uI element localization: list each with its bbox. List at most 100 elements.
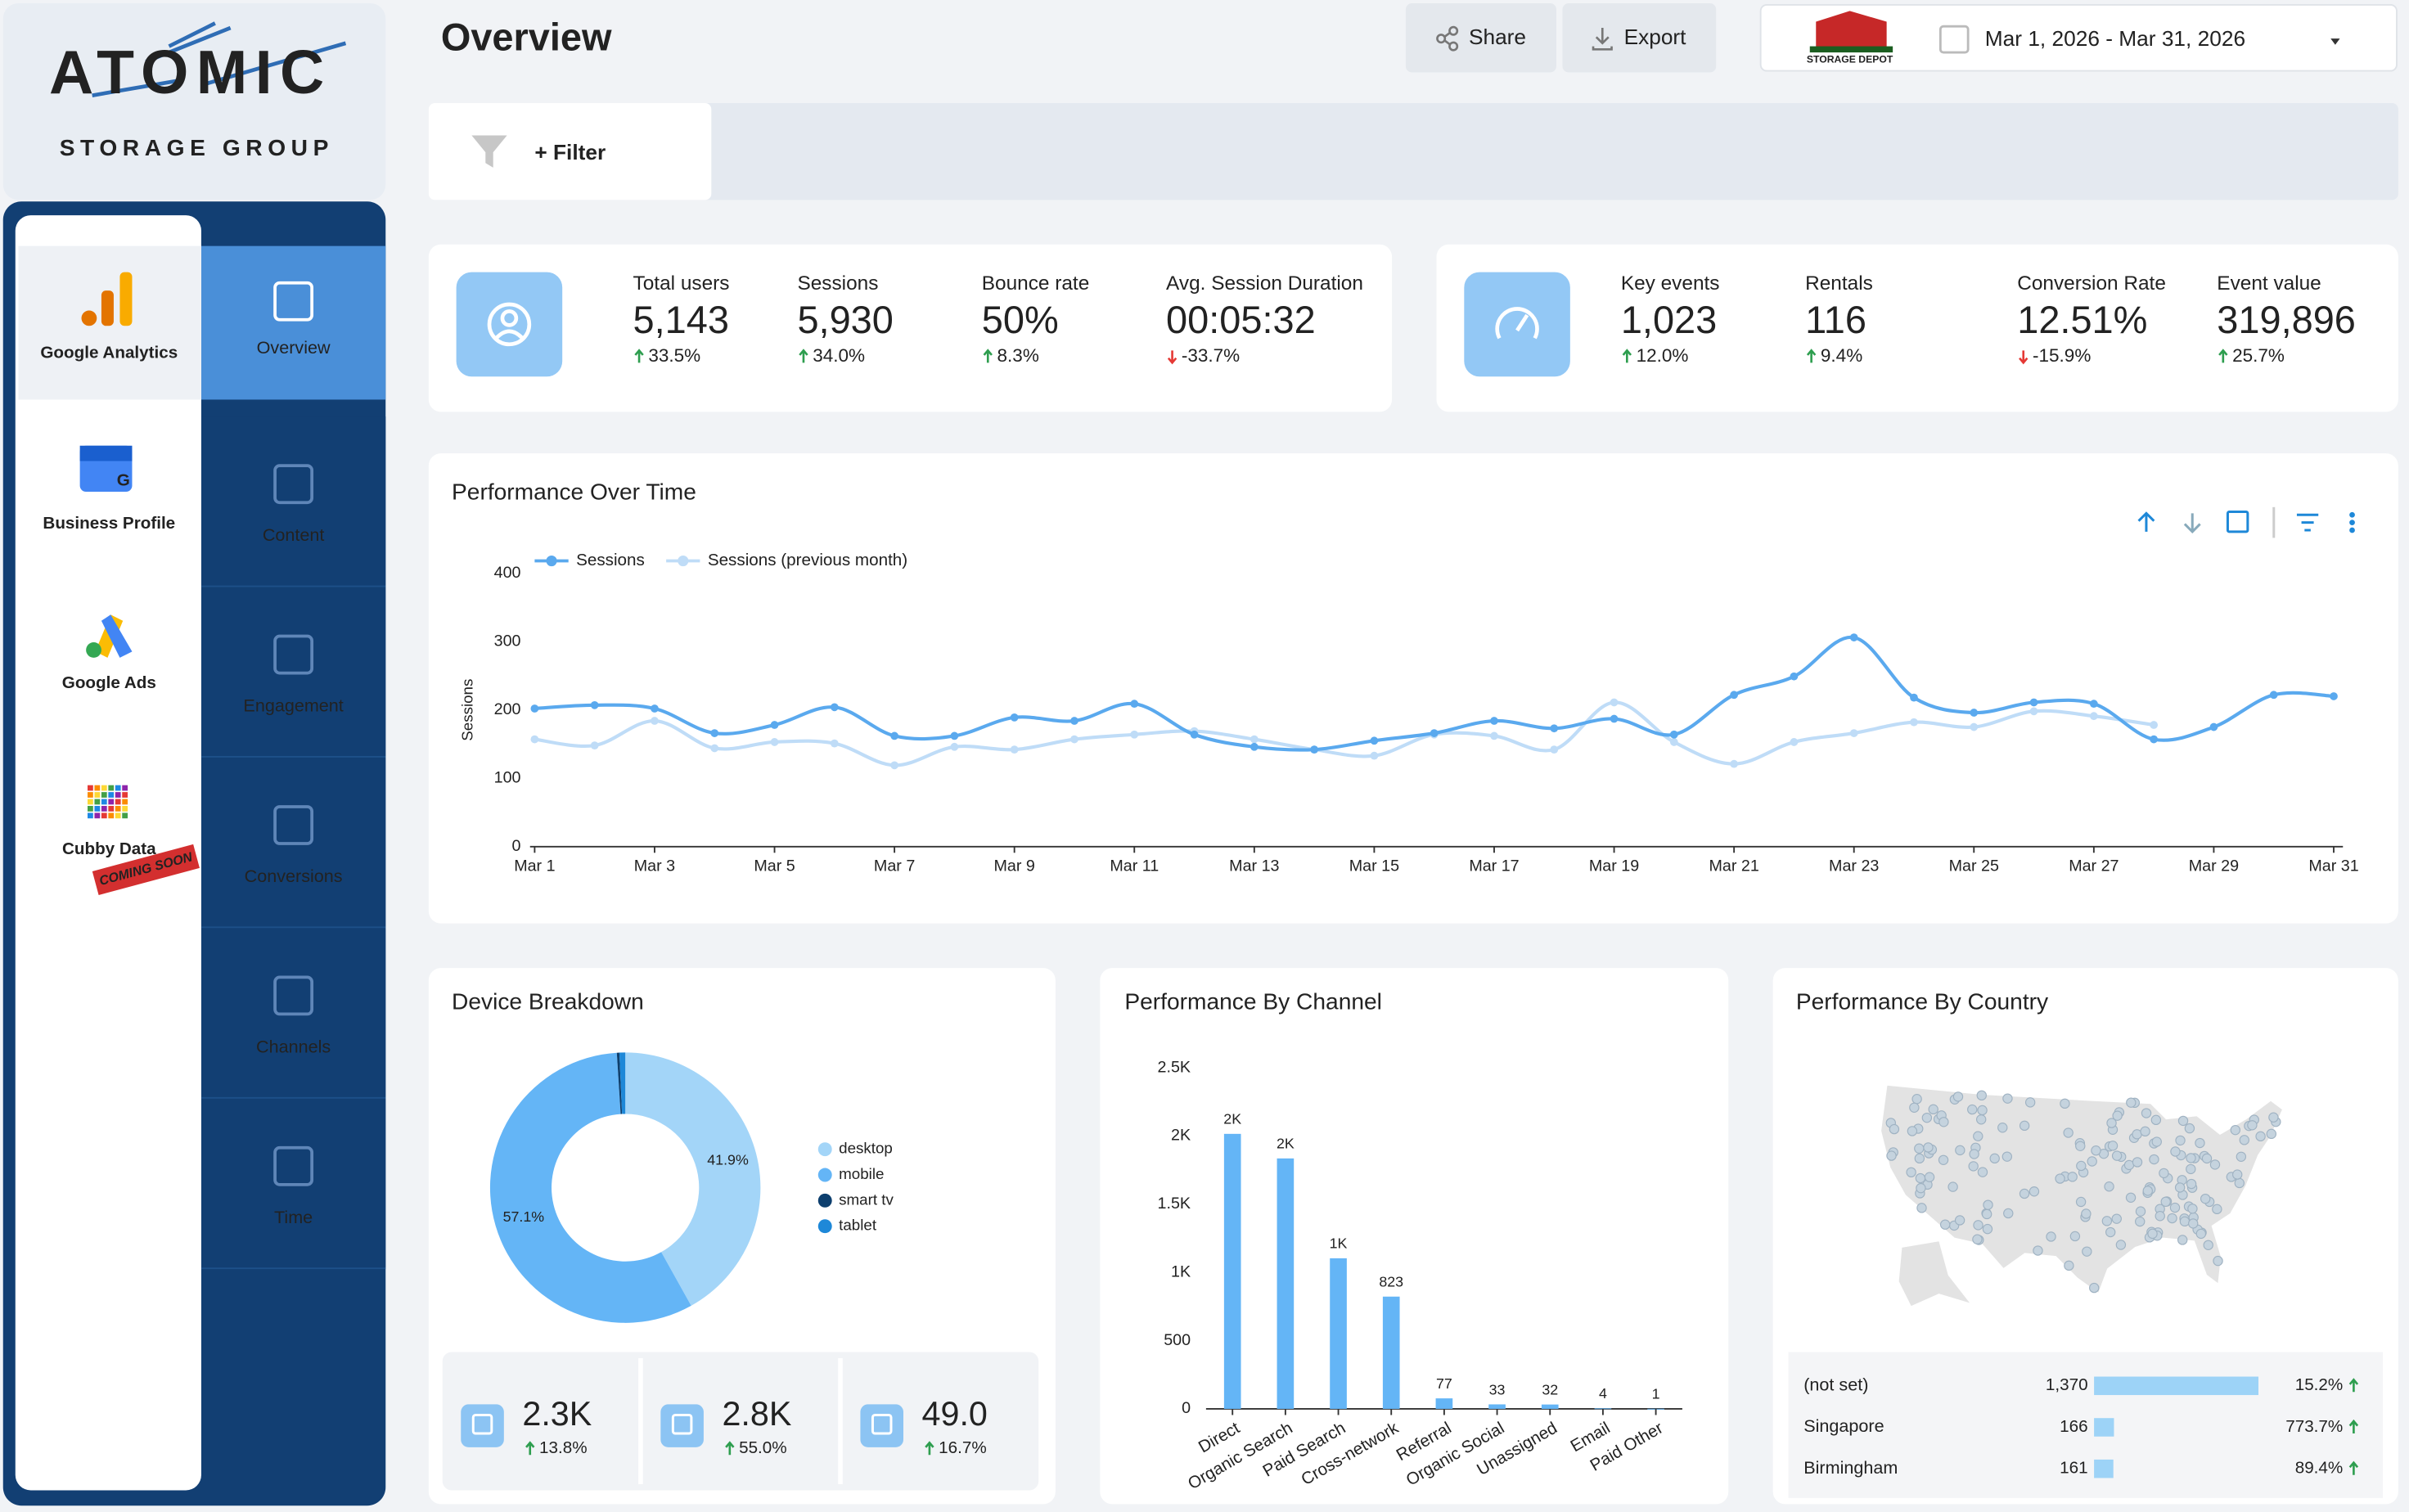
- series-point: [1190, 730, 1199, 739]
- map-dot: [2174, 1182, 2186, 1193]
- y-tick-label: 1K: [1171, 1262, 1191, 1280]
- client-logo: [1816, 11, 1887, 50]
- series-point: [1790, 738, 1799, 746]
- brand: ATOMIC: [49, 38, 332, 106]
- series-point: [1130, 700, 1139, 709]
- row-bar: [2094, 1376, 2258, 1396]
- map-dot: [1972, 1234, 1983, 1244]
- series-point: [2269, 691, 2278, 700]
- map-dot: [1911, 1094, 1922, 1105]
- nav-label: Overview: [257, 337, 331, 358]
- bar: [1488, 1404, 1506, 1409]
- map-dot: [2112, 1110, 2123, 1121]
- arrow-down: [2019, 350, 2029, 365]
- device-icon-glyph: [471, 1413, 493, 1435]
- kpi-value: 319,896: [2217, 299, 2356, 341]
- series-point: [1310, 745, 1319, 754]
- filter-button[interactable]: [428, 103, 712, 200]
- series-point: [1790, 672, 1799, 681]
- kpi-change: 33.5%: [648, 345, 700, 366]
- icon-business: G: [79, 445, 133, 493]
- source-label: Google Analytics: [40, 344, 178, 362]
- map-dots: [1885, 1090, 2281, 1294]
- kpi-change: 25.7%: [2232, 345, 2285, 366]
- series-point: [2029, 698, 2038, 707]
- date-box[interactable]: [1759, 3, 2398, 72]
- map-dot: [1967, 1104, 1978, 1115]
- map-dot: [2239, 1135, 2249, 1145]
- legend-dot: [678, 555, 689, 567]
- cubby-cell: [94, 806, 101, 812]
- arrow-up: [2218, 349, 2228, 363]
- series-point: [1849, 729, 1858, 737]
- user-icon: [487, 302, 532, 347]
- kpi-change: 9.4%: [1821, 345, 1862, 366]
- map-dot: [2001, 1151, 2013, 1162]
- cubby-cell: [88, 799, 93, 805]
- map-dot: [1938, 1154, 1949, 1165]
- series-point: [590, 700, 599, 709]
- export-button[interactable]: [1562, 3, 1717, 73]
- kpi-value: 5,143: [633, 299, 729, 341]
- map-dot: [1968, 1161, 1979, 1172]
- map-dot: [1914, 1153, 1925, 1164]
- x-tick-label: Mar 11: [1110, 857, 1159, 875]
- kpi-label: Key events: [1621, 272, 1720, 295]
- map-dot: [1983, 1199, 1993, 1210]
- map-dot: [1921, 1112, 1933, 1123]
- map-dot: [2195, 1228, 2207, 1240]
- share-button[interactable]: [1405, 3, 1556, 73]
- map-dot: [2024, 1097, 2036, 1108]
- source-label: Cubby Data: [62, 839, 156, 858]
- kpi-label: Event value: [2217, 272, 2321, 295]
- map-dot: [2091, 1145, 2101, 1156]
- y-tick-label: 2.5K: [1158, 1058, 1191, 1076]
- cubby-cell: [108, 785, 115, 791]
- kpi-value: 00:05:32: [1166, 299, 1316, 341]
- map-dot: [2126, 1097, 2137, 1108]
- row-value: 166: [2060, 1417, 2087, 1436]
- bar-label: 33: [1489, 1381, 1506, 1397]
- nav-item-active[interactable]: [200, 245, 386, 400]
- series-point: [1370, 736, 1379, 745]
- row-value: 1,370: [2046, 1375, 2088, 1394]
- arrow-up: [1806, 349, 1817, 363]
- logo-rays: [92, 21, 347, 97]
- arrow-up: [525, 1441, 535, 1456]
- nav-icon: [273, 1145, 314, 1186]
- cubby-cell: [122, 792, 128, 798]
- map-dot: [2069, 1231, 2081, 1242]
- cubby-cell: [115, 812, 121, 819]
- share-icon: [1436, 25, 1459, 52]
- y-tick-label: 500: [1164, 1331, 1191, 1349]
- y-tick-label: 300: [494, 632, 521, 650]
- slice: [489, 1052, 691, 1323]
- kpi-change: 8.3%: [997, 345, 1039, 366]
- series-point: [1430, 729, 1439, 737]
- series-point: [1130, 730, 1139, 739]
- map-dot: [2151, 1136, 2162, 1147]
- device-stats: [442, 1352, 1039, 1491]
- series-point: [530, 704, 539, 713]
- row-bar: [2094, 1418, 2114, 1437]
- map-dot: [1886, 1150, 1897, 1161]
- arrow-up: [634, 349, 644, 363]
- map-dot: [2087, 1156, 2097, 1167]
- map-dot: [1915, 1172, 1926, 1184]
- nav-label: Conversions: [245, 866, 343, 886]
- chart-toolbar[interactable]: [2137, 506, 2355, 538]
- bar: [1330, 1258, 1347, 1409]
- nav-icon: [273, 281, 314, 322]
- x-tick-label: Mar 13: [1229, 857, 1279, 875]
- kpi-icon-box: [1464, 272, 1570, 377]
- map-dot: [2135, 1216, 2146, 1227]
- series-point: [1550, 724, 1559, 733]
- legend-dot: [817, 1168, 832, 1182]
- map-dot: [1914, 1143, 1925, 1154]
- x-tick-label: Mar 31: [2308, 857, 2358, 875]
- series-point: [770, 738, 779, 746]
- map-dot: [2029, 1186, 2040, 1197]
- bar-label: 32: [1542, 1381, 1558, 1397]
- map-dot: [2195, 1137, 2205, 1149]
- map-dot: [2213, 1255, 2223, 1267]
